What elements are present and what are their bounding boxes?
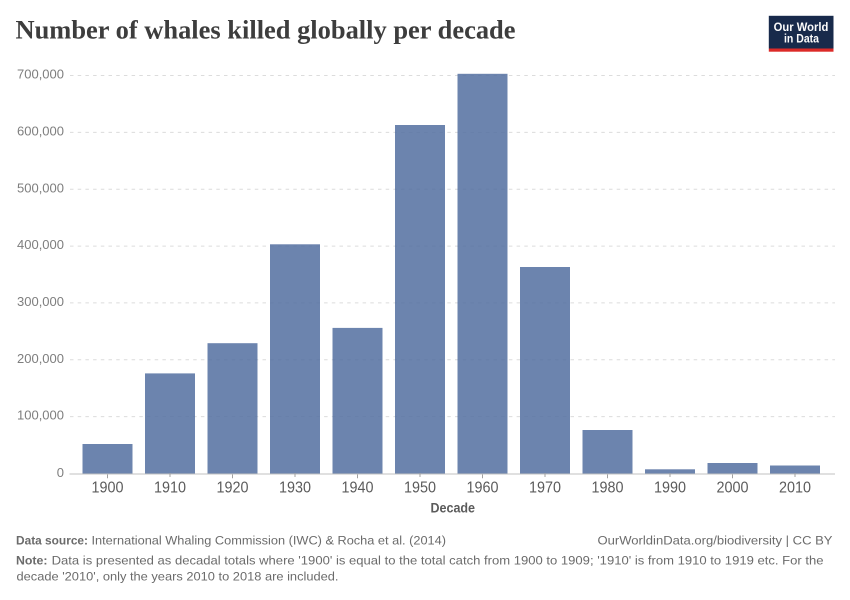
svg-text:1940: 1940 <box>342 480 374 497</box>
svg-text:600,000: 600,000 <box>17 124 64 139</box>
svg-text:1920: 1920 <box>217 480 249 497</box>
svg-text:200,000: 200,000 <box>17 351 64 366</box>
svg-text:500,000: 500,000 <box>17 180 64 195</box>
svg-text:1910: 1910 <box>154 480 186 497</box>
svg-text:1950: 1950 <box>404 480 436 497</box>
svg-text:Decade: Decade <box>431 500 476 516</box>
svg-text:International Whaling Commissi: International Whaling Commission (IWC) &… <box>92 534 447 548</box>
svg-text:1980: 1980 <box>592 480 624 497</box>
svg-text:Data source:: Data source: <box>16 534 88 548</box>
svg-text:700,000: 700,000 <box>17 67 64 82</box>
svg-text:Number of whales killed global: Number of whales killed globally per dec… <box>16 15 516 45</box>
svg-text:0: 0 <box>57 465 64 480</box>
svg-text:1900: 1900 <box>92 480 124 497</box>
svg-text:in Data: in Data <box>784 34 820 46</box>
svg-text:1930: 1930 <box>279 480 311 497</box>
svg-text:1970: 1970 <box>529 480 561 497</box>
svg-text:2000: 2000 <box>717 480 749 497</box>
svg-text:1960: 1960 <box>467 480 499 497</box>
svg-text:Our World: Our World <box>774 22 829 34</box>
svg-text:decade '2010', only the years: decade '2010', only the years 2010 to 20… <box>17 569 339 583</box>
svg-text:Note:: Note: <box>16 554 48 568</box>
svg-text:300,000: 300,000 <box>17 294 64 309</box>
svg-text:1990: 1990 <box>654 480 686 497</box>
svg-text:400,000: 400,000 <box>17 237 64 252</box>
svg-text:2010: 2010 <box>779 480 811 497</box>
svg-text:OurWorldinData.org/biodiversit: OurWorldinData.org/biodiversity | CC BY <box>598 534 833 548</box>
svg-text:100,000: 100,000 <box>17 408 64 423</box>
svg-text:Data is presented as decadal t: Data is presented as decadal totals wher… <box>52 554 824 568</box>
